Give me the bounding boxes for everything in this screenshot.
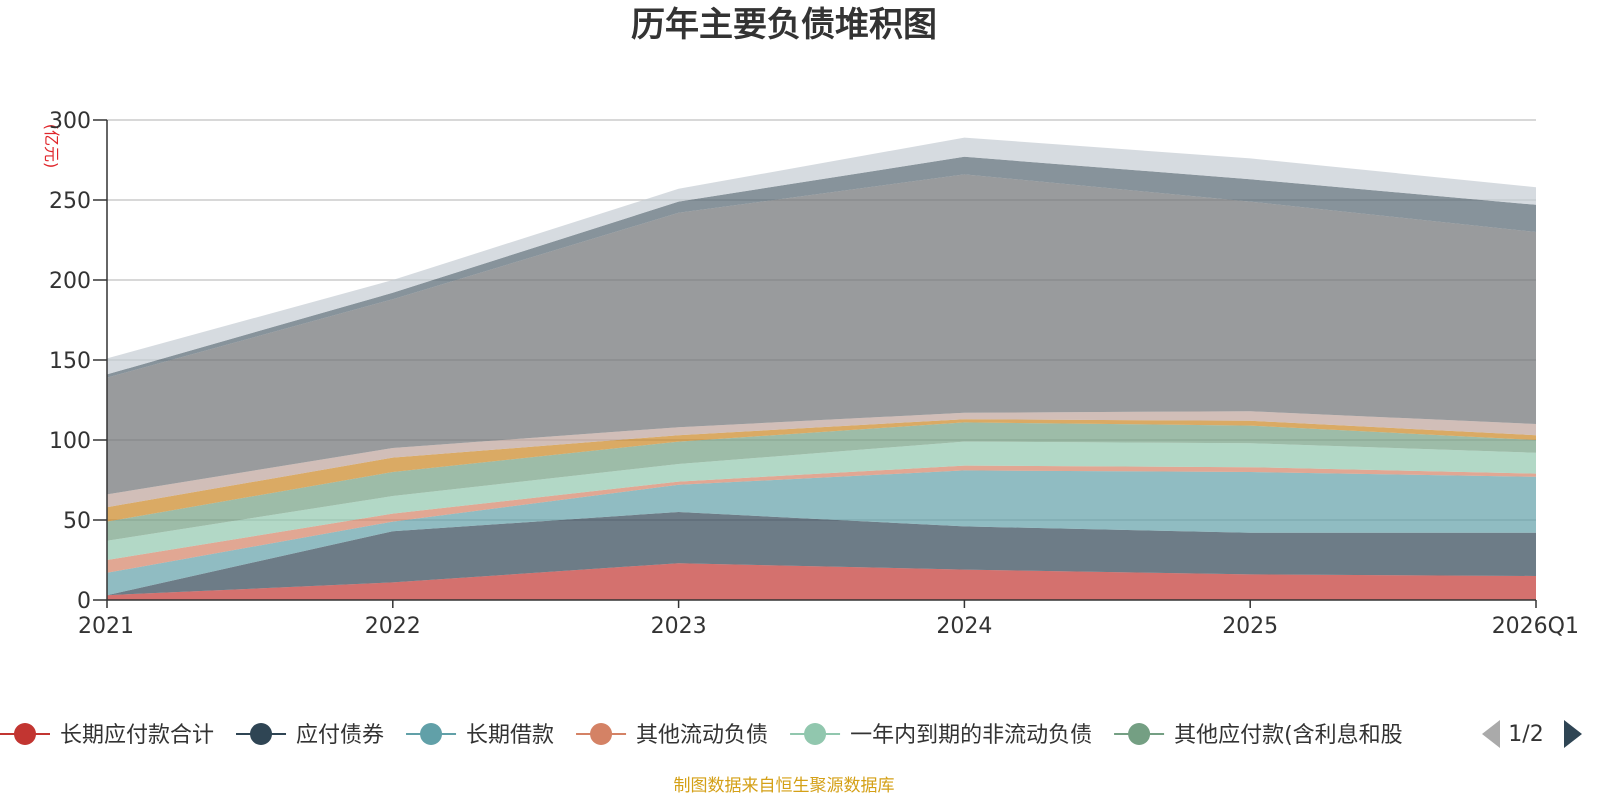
legend-prev-page-button[interactable]	[1482, 720, 1500, 748]
legend-label: 长期应付款合计	[60, 723, 214, 748]
legend: 长期应付款合计 应付债券 长期借款 其他流动负债 一年内到期的非流动负债 其他应付款(含利…	[0, 723, 1403, 748]
x-tick-label: 2026Q1	[1492, 614, 1579, 639]
data-source-note: 制图数据来自恒生聚源数据库	[674, 776, 895, 796]
area-其他流动负债	[107, 465, 1536, 573]
y-tick-label: 50	[63, 509, 91, 534]
legend-item[interactable]: 其他流动负债	[576, 723, 768, 748]
legend-dot-marker	[1128, 723, 1151, 745]
y-tick-label: 100	[49, 429, 91, 454]
y-axis-unit: (亿元)	[42, 124, 61, 169]
x-tick-label: 2024	[936, 614, 992, 639]
legend-label: 一年内到期的非流动负债	[850, 723, 1092, 748]
legend-dot-marker	[590, 723, 613, 745]
stacked-areas	[107, 137, 1536, 600]
y-tick-label: 250	[49, 189, 91, 214]
x-tick-label: 2023	[651, 614, 707, 639]
y-tick-label: 300	[49, 109, 91, 134]
legend-item[interactable]: 应付债券	[236, 723, 384, 748]
area-长期借款	[107, 470, 1536, 596]
legend-dot-marker	[804, 723, 827, 745]
x-tick-label: 2021	[78, 614, 134, 639]
legend-item[interactable]: 长期借款	[406, 723, 554, 748]
legend-label: 应付债券	[296, 723, 384, 748]
y-tick-label: 150	[49, 349, 91, 374]
y-tick-label: 0	[77, 589, 91, 614]
legend-label: 其他流动负债	[636, 723, 768, 748]
legend-item[interactable]: 长期应付款合计	[0, 723, 214, 748]
legend-next-page-button[interactable]	[1564, 720, 1582, 748]
area-series-8	[107, 411, 1536, 508]
area-一年内到期的非流动负债	[107, 441, 1536, 560]
area-其他应付款(含利息和股	[107, 422, 1536, 541]
legend-page-indicator: 1/2	[1508, 722, 1543, 747]
y-tick-label: 200	[49, 269, 91, 294]
legend-item[interactable]: 其他应付款(含利息和股	[1114, 723, 1403, 748]
x-tick-label: 2025	[1222, 614, 1278, 639]
area-应付债券	[107, 512, 1536, 596]
area-长期应付款合计	[107, 563, 1536, 600]
axes: 0 50 100 150 200 250 300 2021 2022 2023 2024 2025 20…	[49, 109, 1579, 639]
area-series-9	[107, 174, 1536, 495]
legend-dot-marker	[420, 723, 443, 745]
legend-label: 其他应付款(含利息和股	[1174, 723, 1403, 748]
legend-pager: 1/2	[1482, 720, 1582, 748]
x-tick-label: 2022	[365, 614, 421, 639]
legend-dot-marker	[14, 723, 36, 745]
legend-label: 长期借款	[466, 723, 554, 748]
legend-dot-marker	[250, 723, 273, 745]
legend-item[interactable]: 一年内到期的非流动负债	[790, 723, 1092, 748]
chart-title: 历年主要负债堆积图	[631, 5, 937, 45]
area-series-7	[107, 419, 1536, 522]
